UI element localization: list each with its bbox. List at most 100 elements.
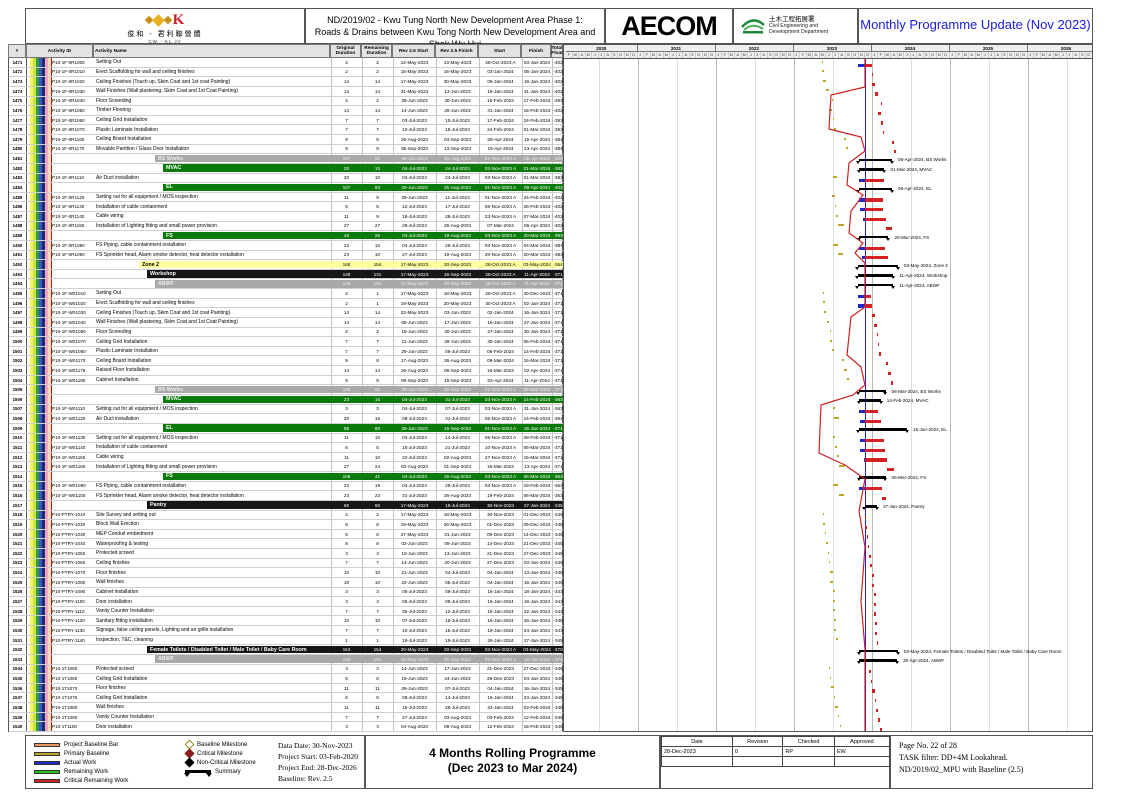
- section-row[interactable]: MVAC 23 15 04-Jul-2023 31-Jul-2023 03-Nov-202…: [9, 395, 564, 405]
- section-row[interactable]: FS 108 41 04-Jul-2023 26-Aug-2023 03-Nov-2023…: [9, 472, 564, 482]
- table-row[interactable]: P10-1F-0R1080 FS Piping, cable containmen…: [9, 240, 564, 251]
- table-row[interactable]: P10-PTRY-1040 Waterproofing & testing 8 8 02…: [9, 539, 564, 550]
- table-row[interactable]: P10-1T1080 Wall finishes 11 11 15-Jul-2023 26…: [9, 703, 564, 713]
- cell-start: 03-Nov-2023 A: [484, 656, 517, 662]
- section-row[interactable]: ABWF 160 151 20-May-2023 16-Sep-2023 03-Nov-2…: [9, 654, 564, 665]
- section-row[interactable]: BS Works 107 83 29-Jun-2023 25-Aug-2023 01-No…: [9, 154, 564, 164]
- section-band: Zone 2: [139, 260, 564, 269]
- table-row[interactable]: P10-1F-0R1010 Erect Scaffolding for wall …: [9, 67, 564, 78]
- table-row[interactable]: P10-PTRY-1020 Block Wall Erection 8 8 19-May…: [9, 520, 564, 530]
- table-row[interactable]: P10-1F-W01175 Raised Floor Installation 14…: [9, 366, 564, 376]
- section-row[interactable]: EL 107 83 29-Jun-2023 25-Aug-2023 01-Nov-2023…: [9, 183, 564, 193]
- baseline-bar: [829, 676, 832, 679]
- cell-remaining-duration: 83: [374, 156, 381, 162]
- table-row[interactable]: P10-1F-W01120 Air Duct installation 20 16 08…: [9, 414, 564, 424]
- remaining-work-bar: [880, 727, 882, 731]
- section-row[interactable]: EL 88 80 29-Jun-2023 16-Sep-2023 01-Nov-2023 …: [9, 423, 564, 434]
- baseline-bar: [831, 195, 835, 198]
- table-row[interactable]: P10-1F-W01100 FS Sprinkler head, Alarm sm…: [9, 491, 564, 501]
- table-row[interactable]: P10-PTRY-1010 Site Survey and setting out…: [9, 510, 564, 521]
- table-row[interactable]: P10-PTRY-1030 MEP Conduit embedment 6 6 27-M…: [9, 529, 564, 540]
- remaining-work-bar: [891, 381, 894, 385]
- cell-start: 27-Nov-2023 A: [484, 454, 517, 460]
- table-row[interactable]: P10-1F-W01050 Floor Screeding 2 2 19-Jun-202…: [9, 327, 564, 338]
- remaining-work-bar: [887, 371, 892, 375]
- table-row[interactable]: P10-1T1090 Vanity Counter Installation 7 7 2…: [9, 712, 564, 723]
- cell-activity-name: Protected screed: [96, 550, 134, 557]
- section-row[interactable]: Pantry 60 60 17-May-2023 19-Jul-2023 30-Nov-2…: [9, 500, 564, 511]
- section-row[interactable]: FS 46 26 04-Jul-2023 19-Aug-2023 03-Nov-2023 …: [9, 231, 564, 241]
- table-row[interactable]: P10-1F-0R1040 Floor Screeding 2 2 29-Jun-202…: [9, 96, 564, 107]
- table-row[interactable]: P10-1F-W01130 Setting out for all equipme…: [9, 433, 564, 444]
- cell-activity-id: P10-1T1050: [52, 666, 78, 672]
- table-row[interactable]: P10-1F-0R1140 Cable wiring 11 9 18-Jul-2023 2…: [9, 212, 564, 222]
- table-row[interactable]: P10-1F-0R1150 Installation of Lighting fi…: [9, 221, 564, 232]
- cell-total-float: -345: [553, 637, 563, 643]
- timescale-month: S: [1002, 52, 1008, 58]
- table-row[interactable]: P10-1F-W01030 Ceiling Finishes (Touch up,…: [9, 308, 564, 318]
- table-row[interactable]: P10-1F-0R1060 Ceiling Grid Installation 7 7…: [9, 115, 564, 126]
- remaining-work-bar: [864, 304, 872, 308]
- table-row[interactable]: P10-1F-0R1110 Air Duct installation 20 10 04…: [9, 173, 564, 184]
- table-row[interactable]: P10-1T1060 Ceiling Grid Installation 6 6 19-…: [9, 674, 564, 684]
- table-row[interactable]: P10-1F-W01150 Cable wiring 11 10 22-Jul-2023…: [9, 452, 564, 463]
- table-row[interactable]: P10-PTRY-1110 Vanity Counter Installation…: [9, 606, 564, 617]
- table-row[interactable]: P10-1T1100 Door installation 3 3 04-Aug-2023…: [9, 722, 564, 732]
- table-row[interactable]: P10-PTRY-1050 Protected screed 3 3 10-Jun-20…: [9, 549, 564, 559]
- table-row[interactable]: P10-1F-0R1170 Movable Partition / Glass D…: [9, 144, 564, 155]
- cell-rev25-finish: 18-Jul-2023: [445, 618, 470, 624]
- table-row[interactable]: P10-1F-W01040 Wall Finishes (Wall plaster…: [9, 317, 564, 328]
- table-row[interactable]: P10-1F-0R1030 Wall Finishes (Wall plaster…: [9, 86, 564, 97]
- table-row[interactable]: P10-1T1050 Protected screed 3 3 14-Jun-2023 1…: [9, 664, 564, 675]
- table-row[interactable]: P10-PTRY-1090 Cabinet installation 3 3 05-Ju…: [9, 587, 564, 598]
- section-row[interactable]: BS Works 108 88 29-Jun-2023 16-Sep-2023 01-No…: [9, 385, 564, 395]
- table-row[interactable]: P10-1T1070 Floor finishes 11 11 26-Jun-2023 0…: [9, 683, 564, 694]
- table-row[interactable]: P10-1F-0R1050 Timber Flooring 14 14 14-Jun-2…: [9, 106, 564, 116]
- table-row[interactable]: P10-PTRY-1120 Sanitary fitting installati…: [9, 616, 564, 627]
- table-row[interactable]: P10-1F-W01140 Installation of cable conta…: [9, 443, 564, 453]
- baseline-bar: [846, 147, 848, 150]
- table-row[interactable]: P10-1F-W01160 Installation of Lighting fi…: [9, 462, 564, 473]
- section-row[interactable]: Female Toilets / Disabled Toilet / Male …: [9, 645, 564, 655]
- legend-label: Baseline Milestone: [197, 741, 248, 748]
- gantt-chart: 2020 F M A M J J A S O N D 2021 J F M A M J J A S O N D 2022 J F M A M…: [563, 44, 1093, 732]
- table-row[interactable]: P10-1F-0R1020 Ceiling Finishes (Touch up,…: [9, 77, 564, 87]
- cell-remaining-duration: 3: [376, 589, 379, 595]
- section-row[interactable]: Zone 2 168 154 17-May-2023 20-Sep-2023 28-Oct…: [9, 260, 564, 270]
- table-row[interactable]: P10-1F-W01020 Erect Scaffolding for wall …: [9, 298, 564, 309]
- table-row[interactable]: P10-PTRY-1100 Door installation 3 3 05-Jul-2…: [9, 597, 564, 607]
- summary-bar-end-icon: [894, 661, 899, 665]
- table-row[interactable]: P10-1F-0R1000 Setting Out 2 2 12-May-2023 13-…: [9, 58, 564, 68]
- timescale-month: F: [878, 52, 885, 58]
- cell-remaining-duration: 10: [374, 165, 381, 171]
- table-row[interactable]: P10-1F-W01010 Setting Out 2 1 17-May-2023 18-…: [9, 289, 564, 299]
- table-row[interactable]: P10-PTRY-1070 Floor finishes 10 10 21-Jun-20…: [9, 568, 564, 578]
- cell-start: 16-Jan-2024: [487, 695, 514, 701]
- cell-rev25-start: 29-Jun-2023: [401, 194, 428, 200]
- cell-finish: 14-Dec-2023: [523, 531, 551, 537]
- gantt-timescale[interactable]: 2020 F M A M J J A S O N D 2021 J F M A M J J A S O N D 2022 J F M A M…: [564, 45, 1092, 59]
- section-row[interactable]: ABWF 148 131 17-May-2023 19-Sep-2023 28-Oct-2…: [9, 279, 564, 290]
- table-row[interactable]: P10-1F-0R1160 Ceiling Board Installation 9…: [9, 135, 564, 145]
- cell-original-duration: 9: [345, 358, 348, 364]
- table-row[interactable]: P10-PTRY-1140 Inspection, T&C, cleaning 1 1…: [9, 635, 564, 646]
- table-row[interactable]: P10-1F-0R1090 FS Sprinkler head, Alarm sm…: [9, 250, 564, 261]
- section-row[interactable]: Workshop 148 131 17-May-2023 16-Sep-2023 28-O…: [9, 269, 564, 280]
- table-row[interactable]: P10-1F-W01190 Cabinet Installation 9 9 09-Se…: [9, 375, 564, 386]
- table-row[interactable]: P10-PTRY-1080 Wall finishes 10 10 22-Jun-202…: [9, 577, 564, 588]
- table-row[interactable]: P10-1F-W01070 Ceiling Grid Installation 7 7…: [9, 337, 564, 347]
- table-row[interactable]: P10-1T1075 Ceiling Grid Installation 6 6 08-…: [9, 693, 564, 704]
- table-row[interactable]: P10-PTRY-1060 Ceiling finishes 7 7 14-Jun-20…: [9, 558, 564, 569]
- table-row[interactable]: P10-1F-W01170 Ceiling Board Installation 9…: [9, 356, 564, 367]
- cell-activity-name: Raised Floor Installation: [96, 367, 150, 374]
- section-row[interactable]: MVAC 20 10 04-Jul-2023 24-Jul-2023 03-Nov-202…: [9, 163, 564, 174]
- cell-total-float: -363: [553, 493, 563, 499]
- cell-finish: 15-Mar-2024: [523, 454, 551, 460]
- table-row[interactable]: P10-1F-0R1120 Setting out for all equipme…: [9, 192, 564, 203]
- table-row[interactable]: P10-1F-0R1130 Installation of cable conta…: [9, 202, 564, 213]
- table-row[interactable]: P10-1F-0R1070 Plastic Laminate Installati…: [9, 125, 564, 136]
- table-row[interactable]: P10-1F-W01090 FS Piping, cable containmen…: [9, 481, 564, 492]
- table-row[interactable]: P10-1F-W01110 Setting out for all equipme…: [9, 404, 564, 415]
- table-row[interactable]: P10-PTRY-1130 Signage, false ceiling pane…: [9, 626, 564, 636]
- table-row[interactable]: P10-1F-W01080 Plastic Laminate Installati…: [9, 346, 564, 357]
